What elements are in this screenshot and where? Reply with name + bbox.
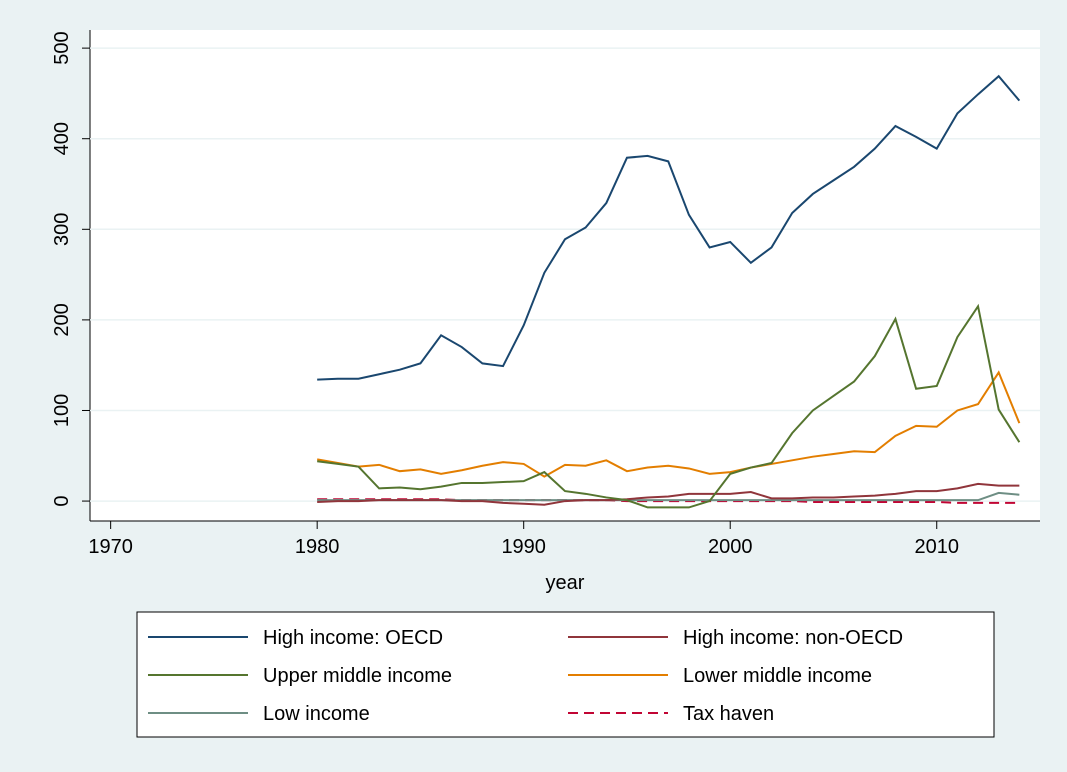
series-line <box>317 74 1021 381</box>
legend <box>136 611 995 738</box>
x-tick-label: 1990 <box>501 536 546 558</box>
y-tick-label: 300 <box>51 213 73 246</box>
x-axis-title: year <box>546 572 585 594</box>
x-tick-label: 2000 <box>708 536 753 558</box>
series-line <box>317 303 1021 509</box>
x-tick-label: 1980 <box>295 536 340 558</box>
y-tick-label: 200 <box>51 303 73 336</box>
legend-label: Upper middle income <box>263 665 452 687</box>
y-tick-label: 100 <box>51 394 73 427</box>
plot-area <box>90 30 1040 521</box>
series-line <box>317 370 1021 478</box>
legend-label: High income: non-OECD <box>683 627 903 649</box>
series-line <box>317 482 1020 506</box>
y-tick-label: 400 <box>51 122 73 155</box>
legend-label: High income: OECD <box>263 627 443 649</box>
legend-label: Low income <box>263 703 370 725</box>
y-tick-label: 0 <box>51 496 73 507</box>
x-tick-label: 1970 <box>88 536 133 558</box>
x-tick-label: 2010 <box>914 536 959 558</box>
legend-label: Lower middle income <box>683 665 872 687</box>
y-tick-label: 500 <box>51 31 73 64</box>
legend-label: Tax haven <box>683 703 774 725</box>
